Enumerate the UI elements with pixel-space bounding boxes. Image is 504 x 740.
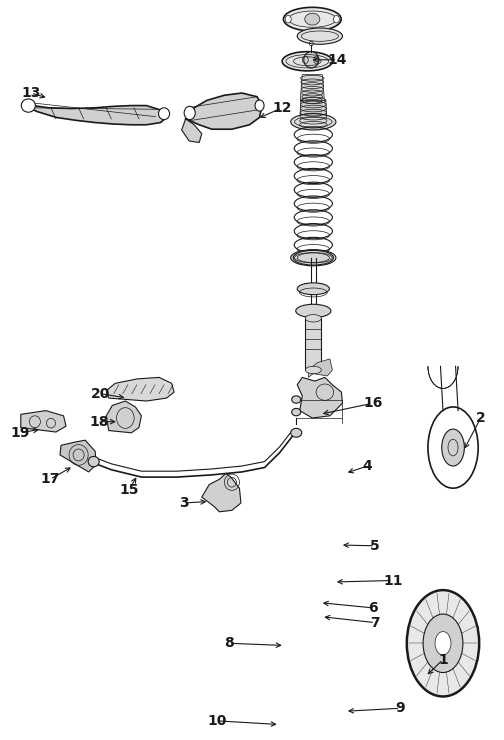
Polygon shape xyxy=(297,377,343,418)
Polygon shape xyxy=(21,411,66,432)
Ellipse shape xyxy=(282,52,333,71)
Ellipse shape xyxy=(304,52,319,68)
Text: 7: 7 xyxy=(370,616,380,630)
Text: 20: 20 xyxy=(91,386,110,400)
Ellipse shape xyxy=(296,304,331,317)
Text: 3: 3 xyxy=(179,496,189,510)
Text: 5: 5 xyxy=(370,539,380,553)
Ellipse shape xyxy=(184,107,195,120)
Text: 14: 14 xyxy=(328,53,347,67)
Text: 6: 6 xyxy=(368,601,377,615)
Ellipse shape xyxy=(292,408,301,416)
Polygon shape xyxy=(106,377,174,401)
Ellipse shape xyxy=(334,16,340,23)
Polygon shape xyxy=(308,359,333,377)
Text: 2: 2 xyxy=(476,411,485,425)
Circle shape xyxy=(407,590,479,696)
Ellipse shape xyxy=(292,396,301,403)
Polygon shape xyxy=(60,440,96,472)
Text: 13: 13 xyxy=(21,86,40,100)
Ellipse shape xyxy=(283,7,341,31)
Ellipse shape xyxy=(291,249,336,266)
Ellipse shape xyxy=(442,429,464,466)
Ellipse shape xyxy=(291,428,302,437)
Text: 9: 9 xyxy=(396,702,405,716)
Ellipse shape xyxy=(159,108,169,120)
Text: 12: 12 xyxy=(272,101,292,115)
Ellipse shape xyxy=(285,16,291,23)
Polygon shape xyxy=(185,93,262,130)
Ellipse shape xyxy=(305,314,322,322)
Circle shape xyxy=(435,631,451,655)
Polygon shape xyxy=(300,75,325,101)
Polygon shape xyxy=(299,101,327,125)
Ellipse shape xyxy=(255,100,264,111)
Text: 11: 11 xyxy=(383,574,403,588)
Polygon shape xyxy=(22,103,166,125)
Text: 15: 15 xyxy=(119,482,139,497)
Text: 19: 19 xyxy=(10,425,29,440)
Text: 1: 1 xyxy=(438,653,448,667)
Ellipse shape xyxy=(305,13,320,25)
Polygon shape xyxy=(202,474,241,512)
Polygon shape xyxy=(305,318,322,370)
Text: 16: 16 xyxy=(363,396,383,410)
Text: 4: 4 xyxy=(363,459,372,473)
Ellipse shape xyxy=(293,250,334,265)
Polygon shape xyxy=(181,119,202,143)
Ellipse shape xyxy=(305,366,322,374)
Text: 18: 18 xyxy=(89,414,108,428)
Polygon shape xyxy=(106,401,142,433)
Ellipse shape xyxy=(297,283,330,295)
Ellipse shape xyxy=(291,114,336,130)
Text: 8: 8 xyxy=(224,636,234,650)
Text: 17: 17 xyxy=(40,472,59,486)
Ellipse shape xyxy=(88,457,99,467)
Ellipse shape xyxy=(21,99,35,112)
Ellipse shape xyxy=(297,28,343,44)
Text: 10: 10 xyxy=(207,714,226,728)
Circle shape xyxy=(423,614,463,673)
